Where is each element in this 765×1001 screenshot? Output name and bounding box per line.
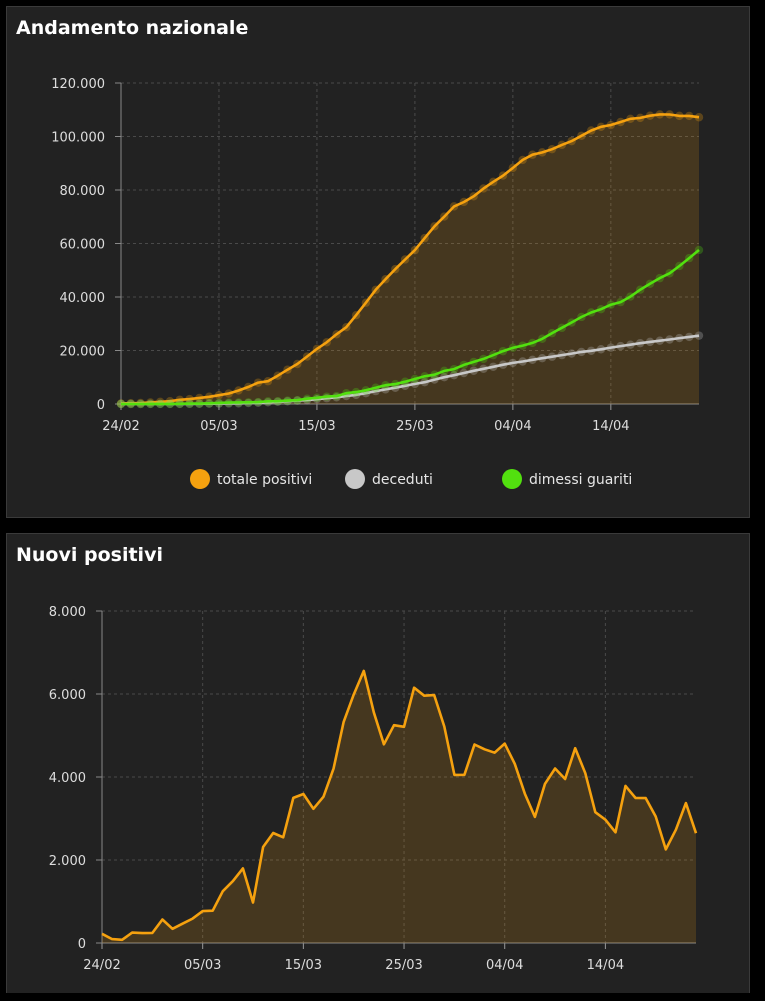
x-tick-label: 25/03 bbox=[396, 419, 433, 434]
series-line-totale-positivi bbox=[120, 113, 700, 405]
x-tick-label: 05/03 bbox=[184, 958, 221, 973]
series-area-totale-positivi bbox=[121, 114, 699, 405]
x-tick-label: 04/04 bbox=[486, 958, 523, 973]
y-tick-label: 4.000 bbox=[49, 771, 86, 786]
x-tick-label: 24/02 bbox=[83, 958, 120, 973]
chart-title: Nuovi positivi bbox=[16, 544, 163, 566]
y-tick-label: 8.000 bbox=[49, 605, 86, 620]
legend-marker-totale-positivi bbox=[190, 469, 210, 489]
y-tick-label: 40.000 bbox=[60, 291, 106, 306]
x-tick-label: 25/03 bbox=[385, 958, 422, 973]
x-tick-label: 15/03 bbox=[285, 958, 322, 973]
y-tick-label: 20.000 bbox=[60, 345, 106, 360]
data-point bbox=[694, 331, 704, 340]
legend-marker-deceduti bbox=[345, 469, 365, 489]
chart-panel-andamento: Andamento nazionale 0 20.000 40.000 60.000 8… bbox=[6, 6, 750, 518]
chart-nuovi-positivi: 0 2.000 4.000 6.000 8.000 24/02 05/03 15/03 25/0… bbox=[49, 605, 698, 973]
y-tick-label: 0 bbox=[97, 398, 105, 413]
x-tick-label: 04/04 bbox=[494, 419, 531, 434]
x-tick-label: 14/04 bbox=[592, 419, 629, 434]
bottom-edge bbox=[0, 993, 765, 1000]
legend-label: deceduti bbox=[372, 472, 433, 488]
y-tick-label: 100.000 bbox=[51, 131, 105, 146]
y-tick-label: 60.000 bbox=[60, 238, 106, 253]
data-point bbox=[694, 113, 704, 122]
y-tick-label: 2.000 bbox=[49, 854, 86, 869]
chart-title: Andamento nazionale bbox=[16, 17, 249, 39]
x-tick-label: 05/03 bbox=[200, 419, 237, 434]
y-tick-label: 120.000 bbox=[51, 77, 105, 92]
series-line-dimessi-guariti bbox=[121, 248, 700, 406]
x-tick-label: 24/02 bbox=[102, 419, 139, 434]
x-tick-label: 15/03 bbox=[298, 419, 335, 434]
series-line-nuovi-positivi bbox=[101, 669, 698, 942]
y-tick-label: 0 bbox=[78, 937, 86, 952]
chart-panel-nuovi-positivi: Nuovi positivi 0 2.000 4.000 6.000 8.000 24/0… bbox=[6, 533, 750, 1000]
legend-label: dimessi guariti bbox=[529, 472, 632, 488]
y-tick-label: 80.000 bbox=[60, 184, 106, 199]
legend-marker-dimessi-guariti bbox=[502, 469, 522, 489]
y-tick-label: 6.000 bbox=[49, 688, 86, 703]
series-area-nuovi-positivi bbox=[102, 670, 696, 943]
legend-label: totale positivi bbox=[217, 472, 312, 488]
chart-andamento: 0 20.000 40.000 60.000 80.000 100.000 120.000 2… bbox=[51, 77, 704, 489]
x-tick-label: 14/04 bbox=[587, 958, 624, 973]
